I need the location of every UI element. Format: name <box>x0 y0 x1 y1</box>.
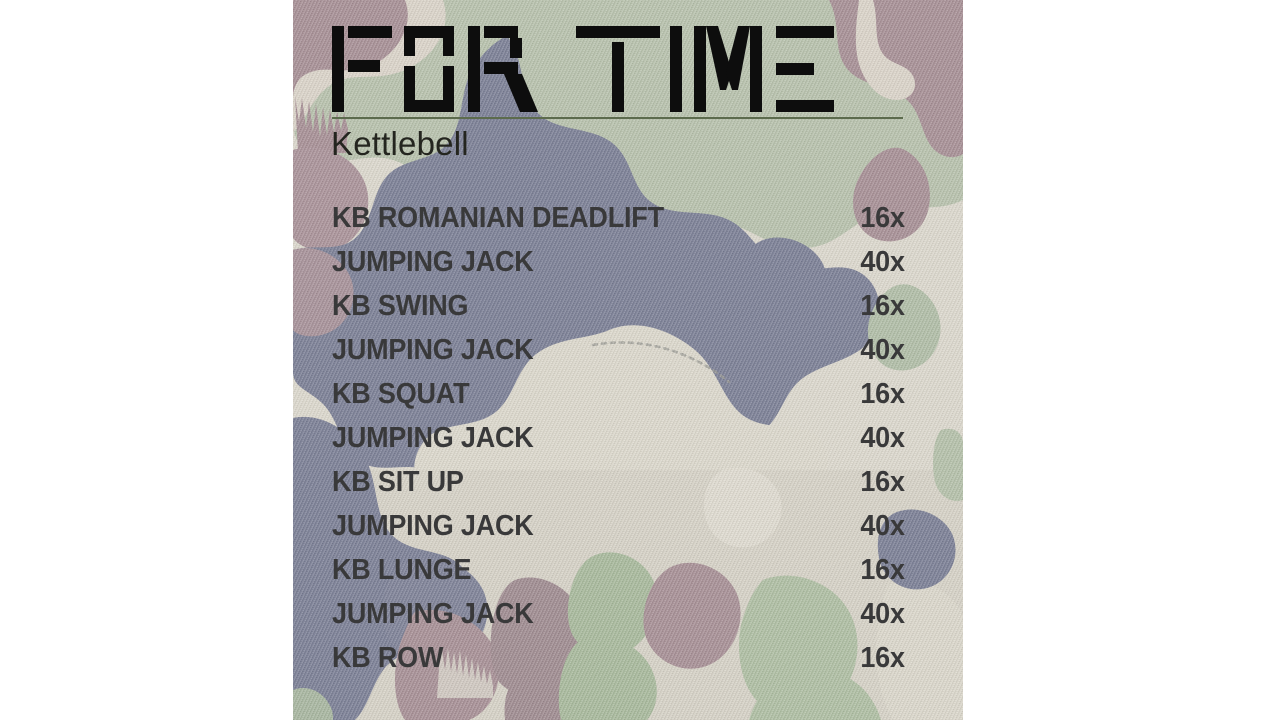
exercise-reps: 16x <box>860 377 906 410</box>
exercise-reps: 16x <box>860 289 906 322</box>
exercise-name: JUMPING JACK <box>332 509 534 542</box>
exercise-list: KB ROMANIAN DEADLIFT 16x JUMPING JACK 40x KB… <box>293 196 963 680</box>
exercise-name: JUMPING JACK <box>332 245 534 278</box>
exercise-reps: 16x <box>860 641 906 674</box>
poster-content: Kettlebell KB ROMANIAN DEADLIFT 16x JUMPIN… <box>293 0 963 720</box>
exercise-row: JUMPING JACK 40x <box>293 416 963 460</box>
exercise-reps: 40x <box>860 509 906 542</box>
exercise-row: KB LUNGE 16x <box>293 548 963 592</box>
exercise-reps: 40x <box>860 333 906 366</box>
exercise-row: JUMPING JACK 40x <box>293 240 963 284</box>
exercise-name: JUMPING JACK <box>332 597 534 630</box>
title-divider <box>332 117 903 119</box>
exercise-row: KB ROW 16x <box>293 636 963 680</box>
workout-poster: Kettlebell KB ROMANIAN DEADLIFT 16x JUMPIN… <box>293 0 963 720</box>
exercise-row: KB SIT UP 16x <box>293 460 963 504</box>
exercise-reps: 40x <box>860 245 906 278</box>
exercise-row: JUMPING JACK 40x <box>293 592 963 636</box>
exercise-reps: 16x <box>860 465 906 498</box>
exercise-name: KB SIT UP <box>332 465 464 498</box>
exercise-row: JUMPING JACK 40x <box>293 504 963 548</box>
camouflage-background <box>293 0 963 720</box>
exercise-reps: 40x <box>860 421 906 454</box>
workout-subtitle: Kettlebell <box>331 125 469 162</box>
exercise-name: JUMPING JACK <box>332 333 534 366</box>
exercise-name: KB SWING <box>332 289 469 322</box>
exercise-reps: 16x <box>860 201 906 234</box>
exercise-name: KB ROW <box>332 641 444 674</box>
page-title <box>332 20 932 112</box>
exercise-reps: 16x <box>860 553 906 586</box>
exercise-row: KB SWING 16x <box>293 284 963 328</box>
exercise-name: JUMPING JACK <box>332 421 534 454</box>
exercise-reps: 40x <box>860 597 906 630</box>
exercise-name: KB ROMANIAN DEADLIFT <box>332 201 664 234</box>
exercise-row: JUMPING JACK 40x <box>293 328 963 372</box>
exercise-name: KB SQUAT <box>332 377 470 410</box>
stencil-title-glyphs <box>332 26 834 112</box>
exercise-row: KB ROMANIAN DEADLIFT 16x <box>293 196 963 240</box>
exercise-row: KB SQUAT 16x <box>293 372 963 416</box>
exercise-name: KB LUNGE <box>332 553 472 586</box>
